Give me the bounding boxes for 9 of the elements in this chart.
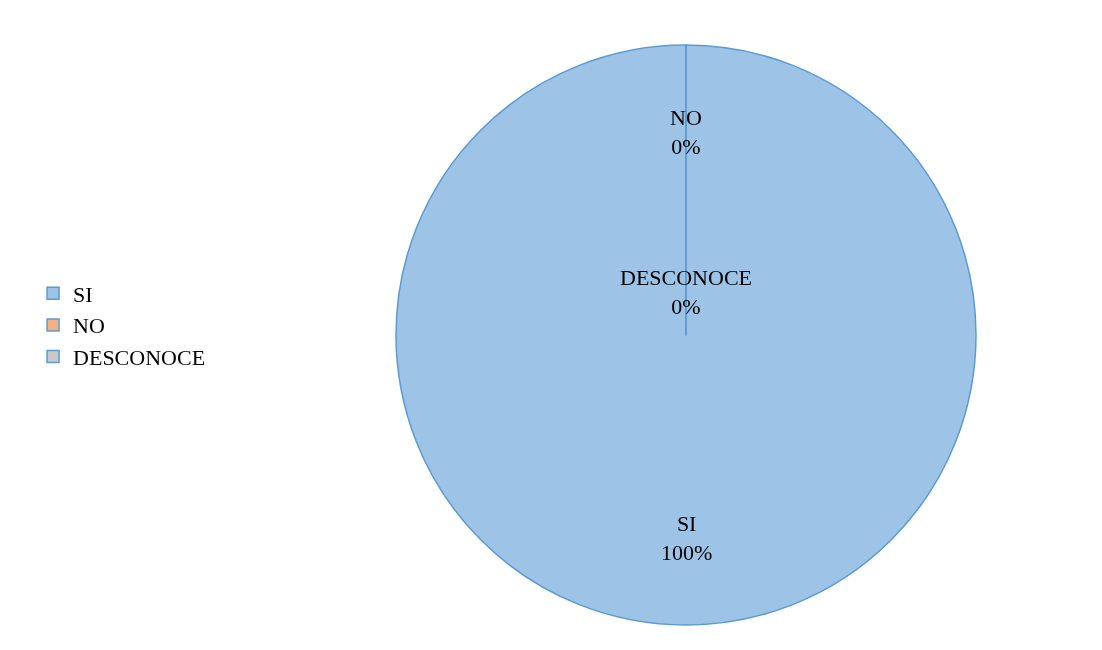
legend-label: NO [73,313,105,339]
text: 0% [671,133,701,159]
category-label: DESCONOCE [620,265,753,290]
data-label: 100% [661,539,713,565]
slice-label: SI [676,511,697,536]
legend-label: DESCONOCE [73,345,206,371]
text: 0% [671,293,701,319]
category-label: NO [670,105,702,130]
legend-label: SI [73,281,93,307]
